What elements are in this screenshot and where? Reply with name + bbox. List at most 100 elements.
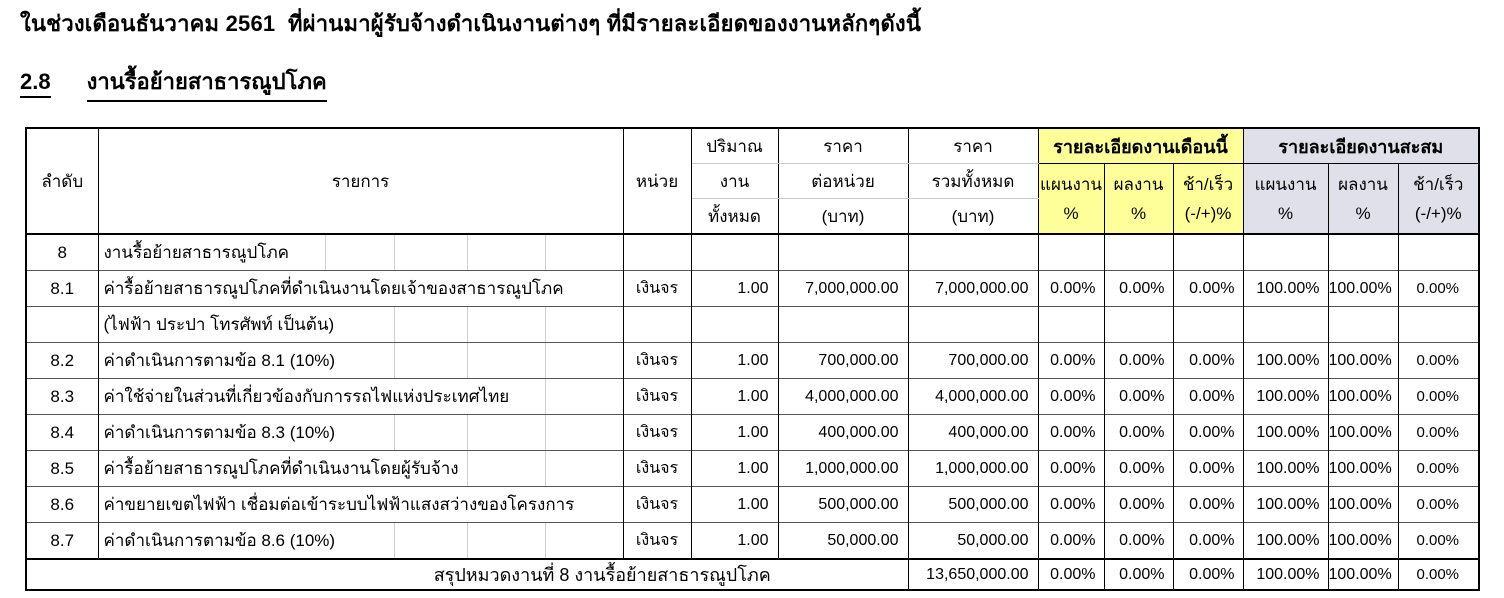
- row-cum-plan-cell: [1242, 233, 1329, 271]
- row-unit-price-cell: [777, 233, 909, 271]
- row-cum-plan-cell: 100.00%: [1242, 342, 1329, 379]
- row-no-cell: 8.6: [25, 486, 99, 523]
- row-no-cell: 8.2: [25, 342, 99, 379]
- header-cum-actual: ผลงาน %: [1327, 163, 1399, 235]
- table-row: 8.3 ค่าใช้จ่ายในส่วนที่เกี่ยวข้องกับการร…: [25, 378, 1480, 415]
- row-cum-actual-cell: 100.00%: [1327, 414, 1399, 451]
- row-unit-price-cell: 500,000.00: [777, 486, 909, 523]
- table-row: 8.4 ค่าดำเนินการตามข้อ 8.3 (10%) เงินจร …: [25, 414, 1480, 451]
- header-cum-diff: ช้า/เร็ว (-/+)%: [1397, 163, 1480, 235]
- summary-label-cell: สรุปหมวดงานที่ 8 งานรื้อย้ายสาธารณูปโภค: [25, 558, 909, 590]
- row-quantity-cell: 1.00: [690, 378, 779, 415]
- row-cum-diff-cell: [1397, 306, 1480, 343]
- row-month-diff-cell: [1172, 233, 1244, 271]
- summary-cum-plan-cell: 100.00%: [1242, 558, 1329, 590]
- header-month-plan: แผนงาน %: [1037, 163, 1105, 235]
- row-unit-cell: เงินจร: [622, 450, 692, 487]
- summary-total-price-cell: 13,650,000.00: [907, 558, 1039, 590]
- header-total-price-line2: รวมทั้งหมด: [907, 163, 1039, 199]
- header-cum-plan-unit: %: [1277, 203, 1294, 223]
- row-unit-cell: เงินจร: [622, 378, 692, 415]
- row-cum-actual-cell: 100.00%: [1327, 342, 1399, 379]
- row-month-diff-cell: 0.00%: [1172, 522, 1244, 559]
- summary-month-plan-cell: 0.00%: [1037, 558, 1105, 590]
- row-month-plan-cell: 0.00%: [1037, 342, 1105, 379]
- section-number: 2.8: [20, 69, 51, 98]
- row-cum-plan-cell: 100.00%: [1242, 270, 1329, 307]
- row-total-price-cell: 1,000,000.00: [907, 450, 1039, 487]
- row-cum-diff-cell: 0.00%: [1397, 486, 1480, 523]
- row-month-actual-cell: 0.00%: [1103, 414, 1174, 451]
- row-unit-price-cell: 400,000.00: [777, 414, 909, 451]
- header-quantity-line2: งาน: [690, 163, 779, 199]
- row-month-diff-cell: 0.00%: [1172, 450, 1244, 487]
- row-unit-price-cell: 7,000,000.00: [777, 270, 909, 307]
- row-unit-price-cell: 700,000.00: [777, 342, 909, 379]
- row-cum-actual-cell: [1327, 233, 1399, 271]
- row-unit-cell: เงินจร: [622, 270, 692, 307]
- row-unit-cell: เงินจร: [622, 342, 692, 379]
- table-row: (ไฟฟ้า ประปา โทรศัพท์ เป็นต้น): [25, 306, 1480, 343]
- row-unit-cell: เงินจร: [622, 414, 692, 451]
- header-cum-plan-label: แผนงาน: [1254, 174, 1317, 194]
- table-row: 8 งานรื้อย้ายสาธารณูปโภค: [25, 233, 1480, 271]
- row-month-plan-cell: 0.00%: [1037, 522, 1105, 559]
- table-row: 8.6 ค่าขยายเขตไฟฟ้า เชื่อมต่อเข้าระบบไฟฟ…: [25, 486, 1480, 523]
- row-unit-price-cell: [777, 306, 909, 343]
- row-quantity-cell: 1.00: [690, 450, 779, 487]
- header-unit-price-line1: ราคา: [777, 128, 909, 164]
- header-month-diff: ช้า/เร็ว (-/+)%: [1172, 163, 1244, 235]
- row-description-cell: งานรื้อย้ายสาธารณูปโภค: [97, 233, 624, 271]
- section-title: งานรื้อย้ายสาธารณูปโภค: [86, 64, 327, 102]
- row-month-actual-cell: [1103, 233, 1174, 271]
- row-cum-actual-cell: 100.00%: [1327, 378, 1399, 415]
- header-total-price-line3: (บาท): [907, 198, 1039, 235]
- row-month-diff-cell: 0.00%: [1172, 414, 1244, 451]
- table-summary-row: สรุปหมวดงานที่ 8 งานรื้อย้ายสาธารณูปโภค …: [25, 558, 1480, 590]
- row-month-actual-cell: 0.00%: [1103, 342, 1174, 379]
- row-month-diff-cell: 0.00%: [1172, 342, 1244, 379]
- row-month-plan-cell: 0.00%: [1037, 450, 1105, 487]
- row-quantity-cell: 1.00: [690, 270, 779, 307]
- row-month-actual-cell: 0.00%: [1103, 378, 1174, 415]
- row-description-cell: ค่ารื้อย้ายสาธารณูปโภคที่ดำเนินงานโดยเจ้…: [97, 270, 624, 307]
- row-cum-plan-cell: 100.00%: [1242, 522, 1329, 559]
- header-month-group: รายละเอียดงานเดือนนี้: [1037, 128, 1244, 164]
- row-cum-plan-cell: 100.00%: [1242, 450, 1329, 487]
- row-quantity-cell: [690, 306, 779, 343]
- row-cum-actual-cell: 100.00%: [1327, 522, 1399, 559]
- row-no-cell: 8: [25, 233, 99, 271]
- row-unit-price-cell: 50,000.00: [777, 522, 909, 559]
- summary-month-actual-cell: 0.00%: [1103, 558, 1174, 590]
- row-month-actual-cell: [1103, 306, 1174, 343]
- header-total-price-line1: ราคา: [907, 128, 1039, 164]
- summary-month-diff-cell: 0.00%: [1172, 558, 1244, 590]
- header-month-plan-label: แผนงาน: [1039, 174, 1102, 194]
- row-total-price-cell: [907, 233, 1039, 271]
- header-month-plan-unit: %: [1063, 203, 1079, 223]
- table-row: 8.5 ค่ารื้อย้ายสาธารณูปโภคที่ดำเนินงานโด…: [25, 450, 1480, 487]
- row-cum-plan-cell: [1242, 306, 1329, 343]
- row-total-price-cell: 500,000.00: [907, 486, 1039, 523]
- row-description-cell: ค่าใช้จ่ายในส่วนที่เกี่ยวข้องกับการรถไฟแ…: [97, 378, 624, 415]
- row-quantity-cell: 1.00: [690, 522, 779, 559]
- row-month-plan-cell: [1037, 233, 1105, 271]
- row-month-actual-cell: 0.00%: [1103, 486, 1174, 523]
- row-cum-diff-cell: 0.00%: [1397, 414, 1480, 451]
- row-no-cell: 8.4: [25, 414, 99, 451]
- header-no: ลำดับ: [25, 128, 99, 234]
- row-month-diff-cell: [1172, 306, 1244, 343]
- row-cum-diff-cell: 0.00%: [1397, 342, 1480, 379]
- row-month-plan-cell: 0.00%: [1037, 378, 1105, 415]
- row-total-price-cell: 50,000.00: [907, 522, 1039, 559]
- row-no-cell: 8.5: [25, 450, 99, 487]
- row-cum-diff-cell: 0.00%: [1397, 270, 1480, 307]
- row-month-actual-cell: 0.00%: [1103, 270, 1174, 307]
- header-month-diff-unit: (-/+)%: [1184, 203, 1232, 223]
- row-month-plan-cell: [1037, 306, 1105, 343]
- header-cum-diff-unit: (-/+)%: [1414, 203, 1462, 223]
- row-cum-plan-cell: 100.00%: [1242, 486, 1329, 523]
- summary-cum-actual-cell: 100.00%: [1327, 558, 1399, 590]
- row-quantity-cell: 1.00: [690, 486, 779, 523]
- row-description-cell: ค่าดำเนินการตามข้อ 8.6 (10%): [97, 522, 624, 559]
